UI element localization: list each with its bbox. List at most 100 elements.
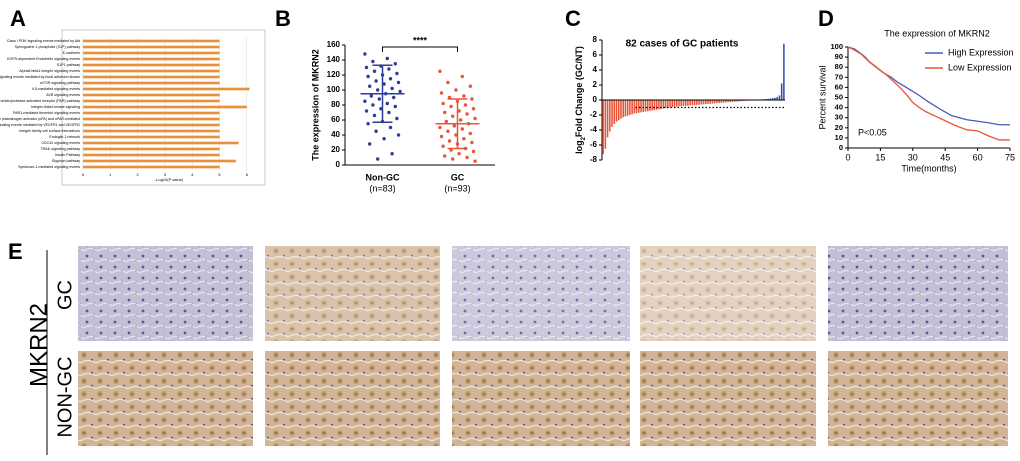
bar	[667, 100, 669, 108]
bar	[83, 117, 220, 121]
y-tick-label: 2	[593, 80, 598, 89]
dot	[447, 139, 452, 143]
bar	[83, 159, 236, 163]
dot	[468, 84, 472, 88]
dot	[363, 52, 367, 56]
category-label: Endoglin 1 network	[49, 135, 80, 139]
bar	[687, 100, 689, 106]
bar	[613, 100, 616, 124]
dot	[377, 97, 381, 101]
bar	[602, 100, 604, 154]
bar	[615, 100, 618, 122]
x-tick-label: 60	[973, 152, 983, 162]
category-label: S1P1 pathway	[57, 63, 80, 67]
dot	[459, 118, 463, 122]
dot	[387, 110, 391, 115]
bar	[682, 100, 685, 106]
bar	[655, 100, 658, 110]
bar	[673, 100, 676, 107]
dot	[385, 56, 389, 61]
dot	[449, 104, 453, 109]
dot	[457, 152, 461, 156]
y-tick-label: 60	[331, 115, 340, 124]
y-tick-label: 140	[327, 55, 341, 64]
dot	[368, 84, 372, 88]
dot	[382, 137, 386, 141]
bar	[83, 69, 220, 73]
ihc-image	[452, 351, 630, 446]
y-axis-label: Percent survival	[817, 65, 827, 129]
bar	[83, 123, 220, 127]
dot	[371, 103, 375, 107]
dot	[366, 74, 370, 79]
category-label: Glypican pathway	[52, 159, 81, 163]
bar	[83, 111, 220, 115]
dot	[395, 71, 399, 76]
bar	[709, 100, 712, 104]
panel-label: C	[565, 6, 581, 31]
category-label: Class I PI3K signaling events mediated b…	[7, 39, 80, 43]
dot	[393, 104, 397, 109]
dot	[363, 99, 367, 103]
dot	[376, 88, 380, 92]
dot	[388, 125, 393, 130]
category-label: Signaling events mediated by VEGFR1 and …	[0, 123, 80, 127]
dot	[451, 157, 455, 161]
dot	[388, 77, 393, 81]
bar	[83, 129, 220, 133]
y-tick-label: 8	[593, 35, 598, 44]
x-axis-label: -Log10(P value)	[155, 177, 184, 182]
annotation: P<0.05	[858, 127, 887, 137]
y-tick-label: 50	[835, 92, 843, 101]
x-tick-label: 6	[246, 172, 249, 177]
dot	[369, 94, 373, 98]
y-tick-label: 60	[835, 82, 843, 91]
ihc-image	[265, 246, 440, 341]
bar	[783, 43, 785, 100]
dot	[473, 116, 477, 121]
y-tick-label: 40	[331, 130, 340, 139]
bar	[617, 100, 620, 121]
bar	[662, 100, 665, 109]
x-tick-label: Non-GC	[366, 172, 400, 182]
bar	[658, 100, 660, 110]
significance-label: ****	[413, 35, 428, 45]
bar	[725, 100, 727, 103]
ihc-image	[78, 351, 253, 446]
dot	[441, 144, 445, 148]
dot	[460, 74, 464, 79]
dot	[439, 91, 444, 95]
dot	[451, 114, 455, 118]
bar	[83, 57, 220, 61]
x-tick-label: 0	[845, 152, 850, 162]
x-tick-label: 15	[875, 152, 885, 162]
bar	[675, 100, 678, 107]
x-tick-label: GC	[451, 172, 465, 182]
bar	[669, 100, 671, 108]
dot	[441, 101, 445, 106]
bar	[769, 98, 772, 100]
x-tick-label: 30	[908, 152, 918, 162]
x-tick-label: 3	[164, 172, 167, 177]
bar	[620, 100, 622, 119]
dot	[443, 110, 447, 115]
y-tick-label: 100	[830, 42, 843, 51]
bar	[651, 100, 653, 111]
category-label: AVB signaling events	[46, 93, 80, 97]
bar	[83, 105, 247, 109]
panel-label: B	[275, 6, 291, 31]
bar	[83, 99, 220, 103]
y-tick-label: -8	[590, 155, 598, 164]
dot	[443, 154, 447, 158]
bar	[631, 100, 633, 115]
panel-label: D	[818, 6, 834, 31]
y-axis-label: log2Fold Change (GC/NT)	[574, 46, 586, 154]
y-tick-label: 0	[336, 160, 341, 169]
dot	[465, 155, 469, 160]
bar	[640, 100, 642, 113]
bar	[629, 100, 631, 115]
bar	[729, 100, 732, 103]
chart-title: 82 cases of GC patients	[626, 39, 739, 50]
category-label: PAR1-mediated thrombin signaling events	[13, 111, 80, 115]
bar	[702, 100, 705, 105]
